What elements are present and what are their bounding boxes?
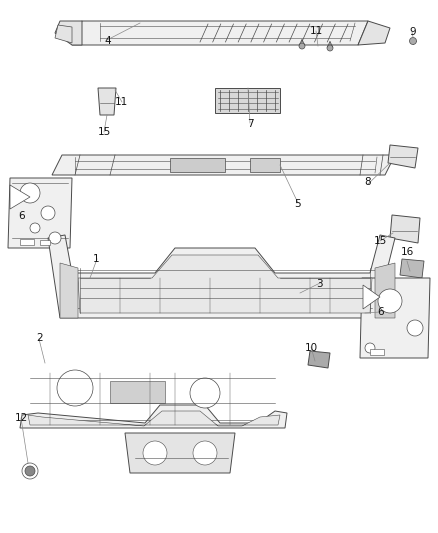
Text: 9: 9 xyxy=(409,27,416,37)
Polygon shape xyxy=(388,145,418,168)
Polygon shape xyxy=(28,411,280,426)
Circle shape xyxy=(193,441,217,465)
Circle shape xyxy=(299,43,305,49)
Bar xyxy=(250,158,280,172)
Polygon shape xyxy=(48,235,395,318)
Circle shape xyxy=(25,466,35,476)
Polygon shape xyxy=(125,433,235,473)
Text: 15: 15 xyxy=(98,127,111,137)
Circle shape xyxy=(190,378,220,408)
Polygon shape xyxy=(308,351,330,368)
Bar xyxy=(20,239,34,245)
Circle shape xyxy=(365,343,375,353)
Polygon shape xyxy=(55,21,82,45)
Polygon shape xyxy=(400,259,424,278)
Circle shape xyxy=(57,370,93,406)
Circle shape xyxy=(407,320,423,336)
Text: 4: 4 xyxy=(104,36,111,46)
Bar xyxy=(170,158,225,172)
Text: 16: 16 xyxy=(401,247,414,256)
Text: 3: 3 xyxy=(316,279,323,288)
Polygon shape xyxy=(60,263,78,318)
Text: 8: 8 xyxy=(364,177,371,187)
Circle shape xyxy=(41,206,55,220)
Text: 1: 1 xyxy=(93,254,100,263)
Text: 12: 12 xyxy=(14,414,28,423)
Polygon shape xyxy=(72,21,368,45)
Polygon shape xyxy=(98,88,116,115)
Text: 10: 10 xyxy=(304,343,318,352)
Polygon shape xyxy=(358,21,390,45)
Bar xyxy=(370,349,384,355)
Text: 11: 11 xyxy=(310,26,323,36)
Circle shape xyxy=(378,289,402,313)
Text: 6: 6 xyxy=(18,211,25,221)
Bar xyxy=(110,381,165,403)
Polygon shape xyxy=(363,285,380,309)
Circle shape xyxy=(30,223,40,233)
Polygon shape xyxy=(215,88,280,113)
Text: 6: 6 xyxy=(377,307,384,317)
Circle shape xyxy=(327,45,333,51)
Text: 7: 7 xyxy=(247,119,254,128)
Text: 2: 2 xyxy=(36,334,43,343)
Circle shape xyxy=(49,232,61,244)
Polygon shape xyxy=(375,263,395,318)
Circle shape xyxy=(410,37,417,44)
Text: 11: 11 xyxy=(115,98,128,107)
Polygon shape xyxy=(10,185,30,209)
Bar xyxy=(40,240,50,245)
Polygon shape xyxy=(55,25,72,43)
Polygon shape xyxy=(52,155,395,175)
Circle shape xyxy=(143,441,167,465)
Polygon shape xyxy=(8,178,72,248)
Text: 5: 5 xyxy=(294,199,301,208)
Text: 15: 15 xyxy=(374,236,387,246)
Polygon shape xyxy=(360,278,430,358)
Circle shape xyxy=(20,183,40,203)
Polygon shape xyxy=(78,255,372,313)
Polygon shape xyxy=(20,405,287,428)
Polygon shape xyxy=(390,215,420,243)
